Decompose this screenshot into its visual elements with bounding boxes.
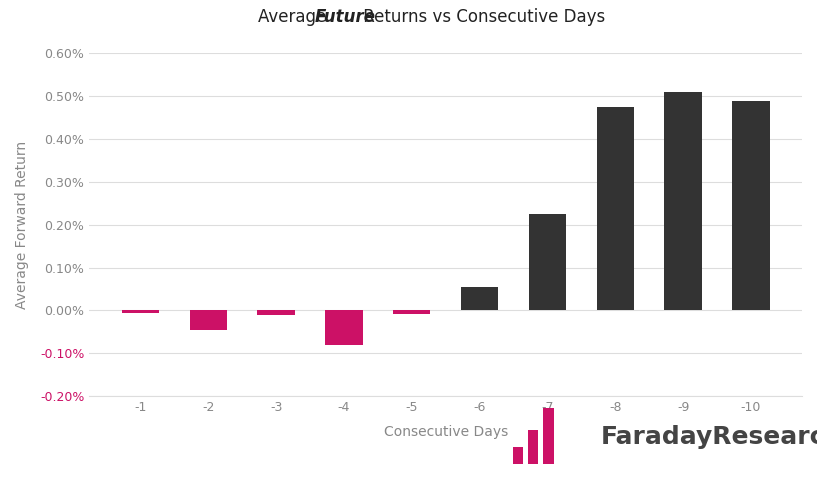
Bar xyxy=(325,310,363,345)
Bar xyxy=(393,310,431,314)
Bar xyxy=(513,447,523,464)
Bar xyxy=(732,100,770,310)
X-axis label: Consecutive Days: Consecutive Days xyxy=(383,425,508,439)
Text: Future: Future xyxy=(315,8,376,26)
Bar xyxy=(664,92,702,310)
Text: Average: Average xyxy=(257,8,331,26)
Bar xyxy=(596,107,634,310)
Bar xyxy=(190,310,227,330)
Text: Returns vs Consecutive Days: Returns vs Consecutive Days xyxy=(358,8,605,26)
Bar xyxy=(529,214,566,310)
Bar xyxy=(528,430,538,464)
Bar xyxy=(461,287,498,310)
Bar xyxy=(543,408,554,464)
Legend: T+2: T+2 xyxy=(324,477,395,478)
Y-axis label: Average Forward Return: Average Forward Return xyxy=(15,141,29,309)
Bar xyxy=(122,310,159,313)
Bar xyxy=(257,310,295,315)
Text: FaradayResearch: FaradayResearch xyxy=(600,425,817,449)
